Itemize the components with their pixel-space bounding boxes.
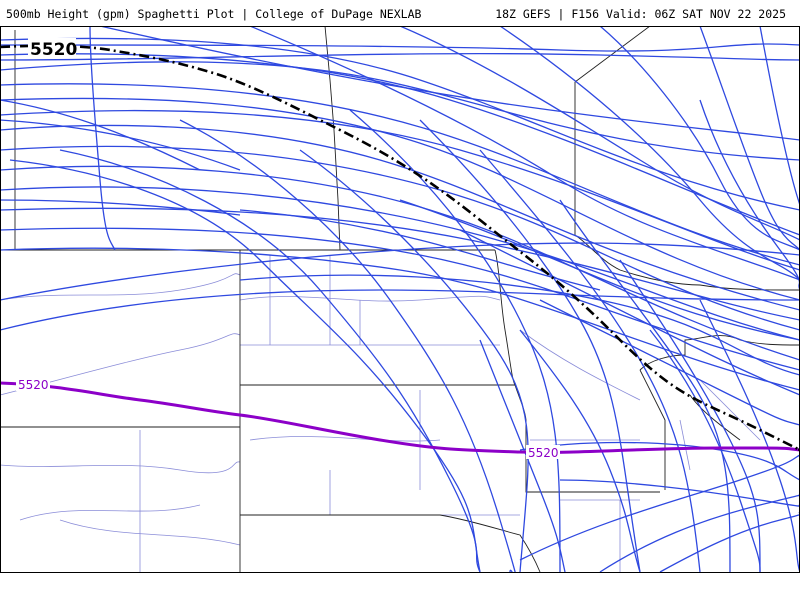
header-bar: 500mb Height (gpm) Spaghetti Plot | Coll… <box>0 0 800 26</box>
spaghetti-map: 5520 5520 5520 <box>0 26 800 573</box>
mean-label-bg <box>28 38 76 58</box>
climo-contour-label-west: 5520 <box>18 378 49 392</box>
plot-title: 500mb Height (gpm) Spaghetti Plot | Coll… <box>6 7 422 21</box>
run-valid-info: 18Z GEFS | F156 Valid: 06Z SAT NOV 22 20… <box>495 7 786 21</box>
map-panel: 5520 5520 5520 <box>0 26 800 573</box>
climatology-contour <box>0 381 800 454</box>
climo-label-bg-east <box>526 445 560 459</box>
climo-label-bg-west <box>16 377 50 391</box>
mean-contour-label: 5520 <box>30 40 77 60</box>
ensemble-mean-contour <box>0 44 800 452</box>
ensemble-member-contours <box>0 26 800 573</box>
climo-contour-label-east: 5520 <box>528 446 559 460</box>
